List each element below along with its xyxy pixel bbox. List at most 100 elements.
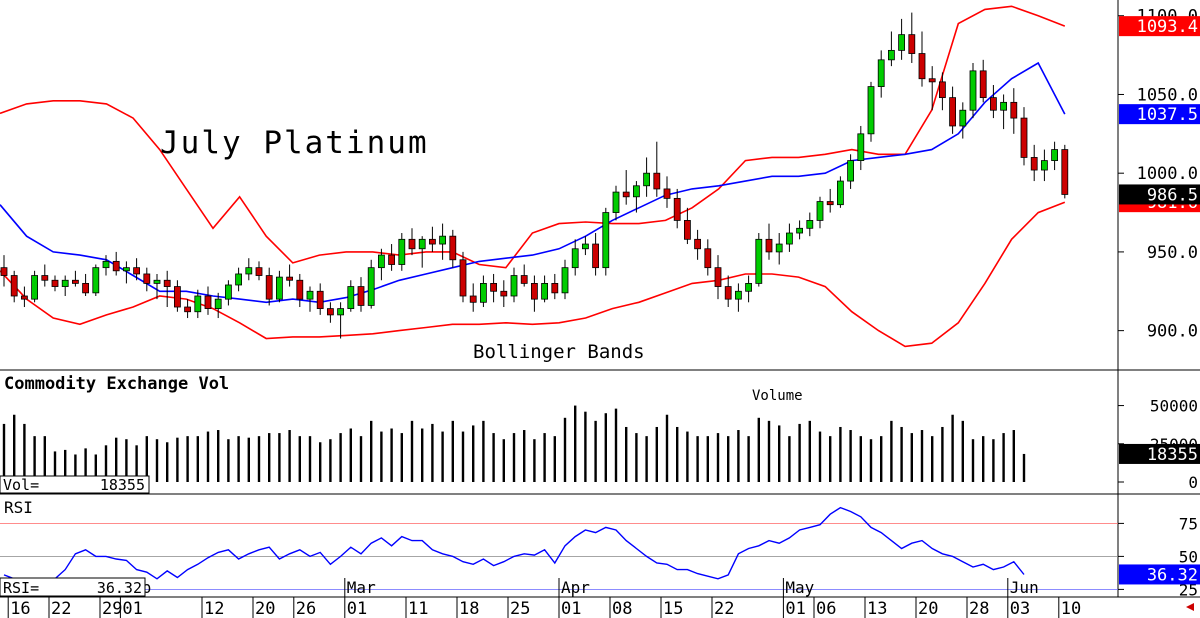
volume-bar <box>849 430 852 482</box>
candle-body <box>398 238 406 265</box>
candle <box>479 275 487 308</box>
candle-body <box>765 238 773 253</box>
candle-body <box>82 283 89 294</box>
candle <box>428 226 436 252</box>
candle <box>275 270 283 303</box>
candle <box>72 270 79 287</box>
volume-bar <box>2 423 6 482</box>
candle-body <box>500 290 508 297</box>
volume-marker-label: 18355 <box>1147 445 1198 465</box>
x-tick-label: 18 <box>459 599 479 618</box>
scroll-right-arrow-icon[interactable] <box>1186 603 1194 611</box>
candle-body <box>541 283 548 300</box>
candle-body <box>123 267 130 272</box>
x-tick-label: 12 <box>204 599 224 618</box>
volume-bar <box>747 436 750 482</box>
x-tick-label: 06 <box>816 599 836 618</box>
candle <box>490 273 498 303</box>
candle <box>806 212 814 237</box>
volume-bar <box>859 436 862 482</box>
candle <box>796 220 803 240</box>
candle-body <box>265 275 273 300</box>
price-tick-label: 1050.0 <box>1137 85 1198 105</box>
x-month-label: May <box>785 578 814 597</box>
candle-body <box>643 172 650 187</box>
x-tick-label: 13 <box>867 599 887 618</box>
candle <box>847 154 854 189</box>
candle-body <box>388 254 396 265</box>
candle <box>653 141 661 197</box>
candle <box>337 302 345 339</box>
candle-body <box>194 295 202 313</box>
volume-bar <box>400 433 403 482</box>
volume-bar <box>431 423 434 482</box>
candle-body <box>704 248 712 269</box>
candle-body <box>102 260 110 269</box>
candle <box>949 86 956 134</box>
candle <box>551 273 559 300</box>
volume-bar <box>237 436 240 482</box>
volume-panel-title: Commodity Exchange Vol <box>4 374 229 394</box>
chart-title: July Platinum <box>160 125 429 161</box>
price-panel <box>0 0 1118 370</box>
candle <box>112 251 120 276</box>
candle-body <box>1041 160 1048 171</box>
volume-bar <box>992 439 995 482</box>
candle <box>939 72 946 111</box>
candle <box>1030 144 1038 182</box>
candle-body <box>153 279 161 284</box>
candle-body <box>816 201 824 221</box>
volume-bar <box>359 436 363 482</box>
candle <box>1010 88 1018 134</box>
candle <box>755 233 763 287</box>
rsi-tick-label: 25 <box>1179 580 1198 599</box>
candle <box>888 31 895 67</box>
candle-body <box>112 260 120 272</box>
candle-body <box>622 191 630 198</box>
candle-body <box>0 267 8 276</box>
volume-bar <box>33 436 36 482</box>
candle <box>133 258 141 281</box>
candle <box>704 239 712 276</box>
last-price-marker-box <box>1119 184 1200 205</box>
candle-body <box>531 283 538 300</box>
candle <box>306 286 314 312</box>
rsi-marker-label: 36.32 <box>1147 565 1198 585</box>
candle-body <box>1020 117 1028 158</box>
volume-bar <box>308 436 312 482</box>
candle-body <box>275 276 283 300</box>
candle-body <box>898 34 905 51</box>
volume-bar <box>910 433 913 482</box>
candle <box>582 236 589 256</box>
rsi-panel-title: RSI <box>4 498 33 517</box>
volume-bar <box>278 433 281 482</box>
candle <box>408 228 416 256</box>
volume-bar <box>635 433 638 482</box>
candle <box>449 229 457 268</box>
candle-body <box>61 279 69 287</box>
candle <box>1051 141 1058 171</box>
upper-band-line <box>0 5 1066 269</box>
candle <box>153 273 161 300</box>
candle-body <box>735 290 742 300</box>
volume-bar <box>492 433 495 482</box>
volume-marker-box <box>1119 443 1200 464</box>
volume-bar <box>808 420 811 482</box>
candle-body <box>551 283 559 294</box>
volume-bar <box>115 437 118 482</box>
candle-body <box>133 267 141 275</box>
candle <box>684 207 691 245</box>
candle <box>398 233 406 271</box>
volume-bar <box>206 431 210 482</box>
candle <box>123 261 130 284</box>
candle <box>714 255 722 300</box>
candle <box>286 264 294 287</box>
candle <box>0 255 8 287</box>
x-tick-label: 10 <box>1061 599 1081 618</box>
volume-bar <box>706 436 709 482</box>
candle <box>235 267 243 292</box>
candle-body <box>990 97 997 111</box>
candle <box>204 286 212 315</box>
